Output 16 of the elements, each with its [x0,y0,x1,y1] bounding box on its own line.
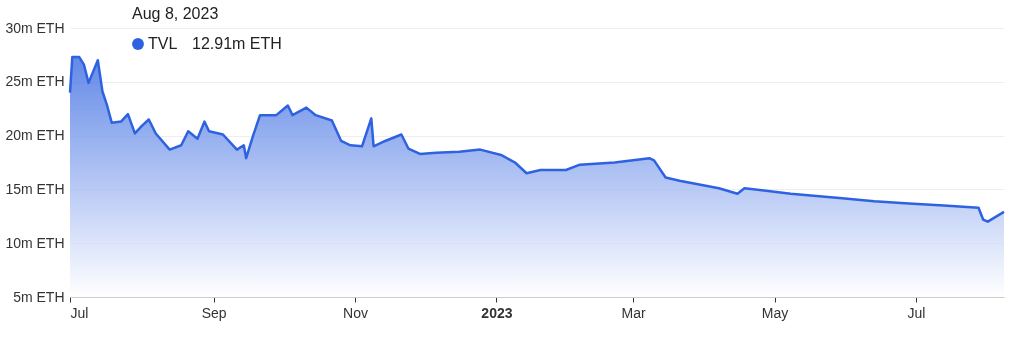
x-tick-label: Jul [70,304,89,321]
x-tick-label: May [761,304,789,321]
y-tick-label: 10m ETH [5,234,65,251]
annotation: 12.91m ETH [192,35,282,52]
y-tick-label: 30m ETH [5,19,65,36]
x-tick-label: 2023 [481,304,513,321]
y-tick-label: 5m ETH [13,288,65,305]
x-tick-label: Sep [201,304,227,321]
y-tick-label: 15m ETH [5,180,65,197]
x-tick-label: Nov [343,304,369,321]
y-tick-label: 20m ETH [5,127,65,144]
x-tick-label: Mar [621,304,647,321]
text: Aug 8, 2023 [132,5,219,22]
y-tick-label: 25m ETH [5,73,65,90]
legend-label: TVL [148,35,178,52]
x-tick-label: Jul [907,304,926,321]
